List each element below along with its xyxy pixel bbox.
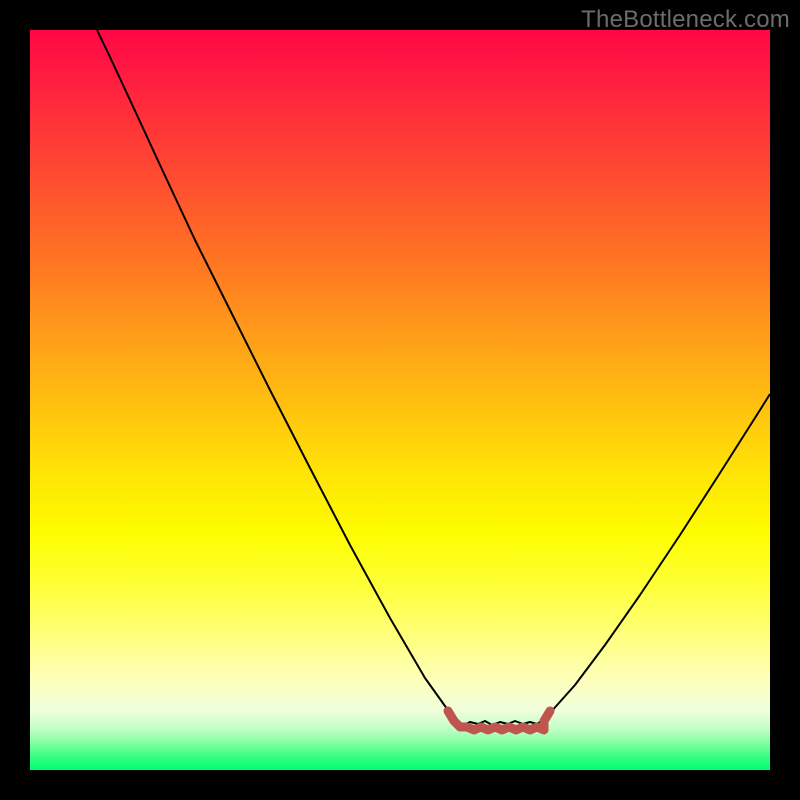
gradient-background bbox=[30, 30, 770, 770]
plot-area bbox=[30, 30, 770, 770]
chart-frame: TheBottleneck.com bbox=[0, 0, 800, 800]
